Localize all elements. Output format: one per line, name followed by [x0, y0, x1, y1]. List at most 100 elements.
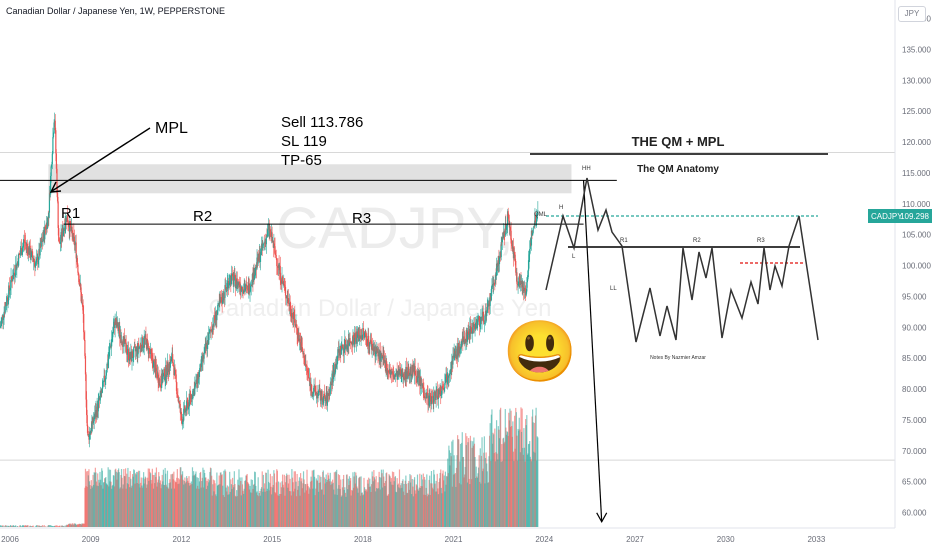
candle-body [363, 333, 366, 338]
candle-body [32, 258, 34, 262]
volume-bar [37, 525, 39, 527]
candle-body [473, 324, 476, 329]
candle-body [9, 287, 12, 291]
candle-body [141, 337, 144, 349]
candle-body [112, 333, 114, 338]
candle-body [375, 351, 377, 357]
candle-body [459, 349, 461, 354]
candle-body [155, 361, 157, 369]
volume-bar [483, 436, 485, 527]
candle-body [522, 286, 524, 292]
candle-body [415, 375, 417, 382]
candle-body [376, 351, 378, 353]
candle-body [334, 363, 337, 373]
candle-body [307, 372, 309, 375]
candle-body [148, 348, 151, 351]
candle-body [386, 369, 388, 374]
volume-bar [15, 525, 17, 527]
candle-body [400, 373, 402, 376]
candle-body [321, 390, 323, 401]
candle-body [126, 353, 128, 355]
volume-bar [17, 526, 19, 527]
candle-body [214, 319, 216, 321]
candle-body [504, 224, 506, 236]
candle-body [357, 334, 359, 338]
candle-body [122, 336, 124, 347]
candle-body [302, 351, 304, 355]
candle-body [37, 260, 39, 265]
candle-body [225, 285, 227, 290]
candle-body [423, 391, 425, 396]
candle-body [387, 369, 389, 371]
candle-body [22, 246, 24, 252]
price-tick-label: 110.000 [902, 200, 931, 209]
candle-body [58, 228, 60, 242]
price-tick-label: 90.000 [902, 323, 927, 332]
volume-bar [19, 525, 21, 527]
candle-body [268, 224, 270, 232]
candle-body [29, 245, 31, 258]
candle-body [362, 328, 364, 336]
candle-body [84, 340, 86, 356]
candle-body [276, 266, 278, 267]
candle-body [144, 337, 146, 339]
volume-bar [458, 439, 460, 527]
candle-body [142, 346, 144, 349]
candle-body [266, 236, 268, 237]
candle-body [247, 286, 249, 287]
candle-body [451, 360, 453, 370]
volume-bar [6, 525, 8, 527]
candle-body [352, 334, 355, 338]
candle-body [191, 395, 193, 399]
candle-body [442, 388, 444, 389]
candle-body [397, 371, 399, 380]
qm-diagram: THE QM + MPL The QM Anatomy HH H QML L L… [530, 134, 828, 361]
candle-body [159, 378, 161, 385]
candle-body [179, 401, 181, 404]
candle-body [359, 334, 361, 337]
candle-body [324, 397, 326, 402]
candle-body [486, 306, 488, 312]
candle-body [319, 389, 321, 391]
candle-body [463, 336, 465, 340]
price-tick-label: 115.000 [902, 169, 931, 178]
watermark: CADJPY, Canadian Dollar / Japanese Yen [209, 196, 552, 322]
candle-body [354, 334, 356, 339]
candle-body [51, 164, 53, 167]
time-tick-label: 2012 [173, 535, 191, 544]
candle-body [99, 395, 101, 400]
trade-line-sl: SL 119 [281, 133, 327, 150]
candle-body [47, 217, 49, 229]
candle-body [351, 341, 353, 345]
candle-body [197, 374, 199, 384]
candle-body [481, 316, 483, 322]
candle-body [56, 193, 59, 202]
currency-button[interactable]: JPY [898, 6, 926, 22]
candle-body [8, 285, 10, 301]
candle-body [306, 365, 308, 371]
candle-body [172, 354, 174, 363]
candle-body [55, 130, 57, 154]
candle-body [117, 322, 119, 331]
candle-body [402, 373, 405, 380]
candle-body [327, 393, 329, 396]
candle-body [44, 226, 46, 229]
candle-body [153, 360, 155, 362]
h-label: H [559, 205, 563, 211]
candle-body [334, 372, 336, 376]
candle-body [132, 357, 134, 359]
candle-body [19, 253, 21, 255]
inset-r1-label: R1 [620, 238, 628, 244]
ll-label: LL [610, 286, 617, 292]
candle-body [370, 339, 372, 342]
candle-body [279, 265, 281, 281]
inset-subtitle: The QM Anatomy [637, 164, 719, 175]
candle-body [479, 321, 481, 327]
candle-body [47, 217, 49, 218]
candle-body [337, 349, 339, 360]
candle-body [528, 254, 530, 261]
candle-body [55, 153, 58, 169]
candle-body [354, 334, 356, 345]
candle-body [401, 368, 403, 377]
candle-body [514, 252, 516, 255]
